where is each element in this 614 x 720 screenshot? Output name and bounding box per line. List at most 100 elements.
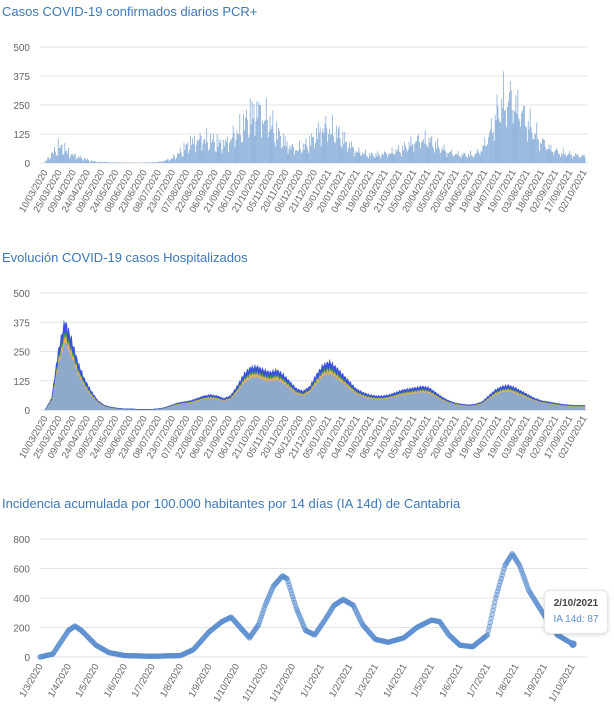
bar bbox=[46, 160, 48, 163]
bar bbox=[114, 162, 116, 163]
bar bbox=[371, 153, 373, 163]
bar bbox=[473, 155, 475, 163]
bar bbox=[186, 143, 188, 163]
bar bbox=[304, 143, 306, 163]
bar bbox=[472, 155, 473, 163]
bar bbox=[392, 153, 394, 163]
bar bbox=[352, 147, 354, 163]
bar bbox=[455, 154, 456, 163]
bar bbox=[450, 151, 452, 163]
bar bbox=[573, 155, 575, 163]
bar bbox=[83, 160, 85, 163]
bar bbox=[418, 134, 419, 163]
bar bbox=[500, 122, 502, 163]
bar bbox=[49, 159, 51, 163]
bar bbox=[63, 153, 65, 163]
bar bbox=[565, 156, 567, 163]
bar bbox=[89, 161, 90, 163]
bar bbox=[341, 148, 343, 163]
bar bbox=[477, 150, 479, 163]
bar bbox=[211, 142, 212, 163]
bar bbox=[287, 153, 289, 163]
bar bbox=[490, 129, 491, 163]
bar bbox=[383, 154, 384, 163]
bar bbox=[178, 153, 180, 163]
bar bbox=[380, 158, 382, 163]
x-tick-label: 1/2/2021 bbox=[327, 662, 355, 700]
bar bbox=[386, 153, 387, 163]
bar bbox=[370, 152, 372, 163]
bar bbox=[324, 123, 326, 163]
hospitalized-chart: 012525037550010/03/202025/03/202009/04/2… bbox=[13, 289, 589, 461]
bar bbox=[449, 151, 451, 163]
bar bbox=[375, 152, 377, 163]
bar bbox=[457, 151, 459, 163]
bar bbox=[351, 146, 353, 163]
bar bbox=[294, 154, 296, 163]
bar bbox=[547, 148, 549, 163]
bar bbox=[220, 140, 222, 163]
bar bbox=[454, 155, 455, 163]
bar bbox=[471, 155, 472, 163]
bar bbox=[345, 142, 347, 163]
bar bbox=[306, 146, 308, 163]
bar bbox=[381, 155, 383, 163]
bar bbox=[201, 150, 203, 163]
bar bbox=[317, 122, 319, 163]
bar bbox=[446, 156, 448, 163]
bar bbox=[226, 141, 227, 163]
bar bbox=[389, 153, 391, 163]
bar bbox=[507, 106, 508, 163]
bar bbox=[208, 150, 209, 163]
bar bbox=[315, 142, 316, 163]
bar bbox=[196, 139, 198, 163]
bar bbox=[530, 126, 532, 163]
bar bbox=[110, 162, 112, 163]
bar bbox=[120, 162, 122, 163]
bar bbox=[552, 151, 554, 163]
bar bbox=[560, 153, 562, 163]
bar bbox=[420, 142, 422, 163]
bar bbox=[262, 120, 263, 163]
bar bbox=[398, 145, 400, 163]
bar bbox=[117, 162, 119, 163]
bar bbox=[159, 161, 161, 163]
bar bbox=[333, 141, 335, 163]
bar bbox=[95, 162, 97, 163]
bar bbox=[340, 145, 342, 163]
bar bbox=[374, 157, 376, 163]
bar bbox=[172, 158, 174, 163]
bar bbox=[452, 154, 453, 163]
bar bbox=[216, 134, 218, 163]
bar bbox=[169, 159, 171, 163]
x-tick-label: 1/7/2020 bbox=[130, 662, 158, 700]
bar bbox=[356, 152, 358, 163]
bar bbox=[365, 149, 366, 163]
data-point bbox=[286, 582, 292, 588]
bar bbox=[430, 137, 432, 163]
bar bbox=[456, 154, 458, 163]
bar bbox=[222, 148, 224, 163]
bar bbox=[347, 151, 348, 163]
bar bbox=[275, 146, 277, 163]
bar bbox=[205, 143, 207, 163]
bar bbox=[355, 152, 357, 163]
bar bbox=[47, 157, 49, 163]
bar bbox=[451, 149, 453, 163]
bar bbox=[561, 154, 563, 163]
bar bbox=[106, 162, 107, 163]
bar bbox=[259, 104, 261, 163]
bar bbox=[266, 119, 268, 163]
y-tick-label: 250 bbox=[13, 348, 30, 359]
bar bbox=[55, 155, 57, 163]
bar bbox=[373, 157, 375, 163]
x-tick-label: 1/9/2021 bbox=[522, 662, 550, 700]
bar bbox=[146, 162, 148, 163]
bar bbox=[173, 154, 174, 163]
bar bbox=[428, 138, 430, 163]
bar bbox=[494, 114, 496, 163]
bar bbox=[441, 147, 443, 163]
bar bbox=[165, 160, 167, 163]
bar bbox=[562, 148, 564, 163]
data-point bbox=[290, 596, 297, 603]
